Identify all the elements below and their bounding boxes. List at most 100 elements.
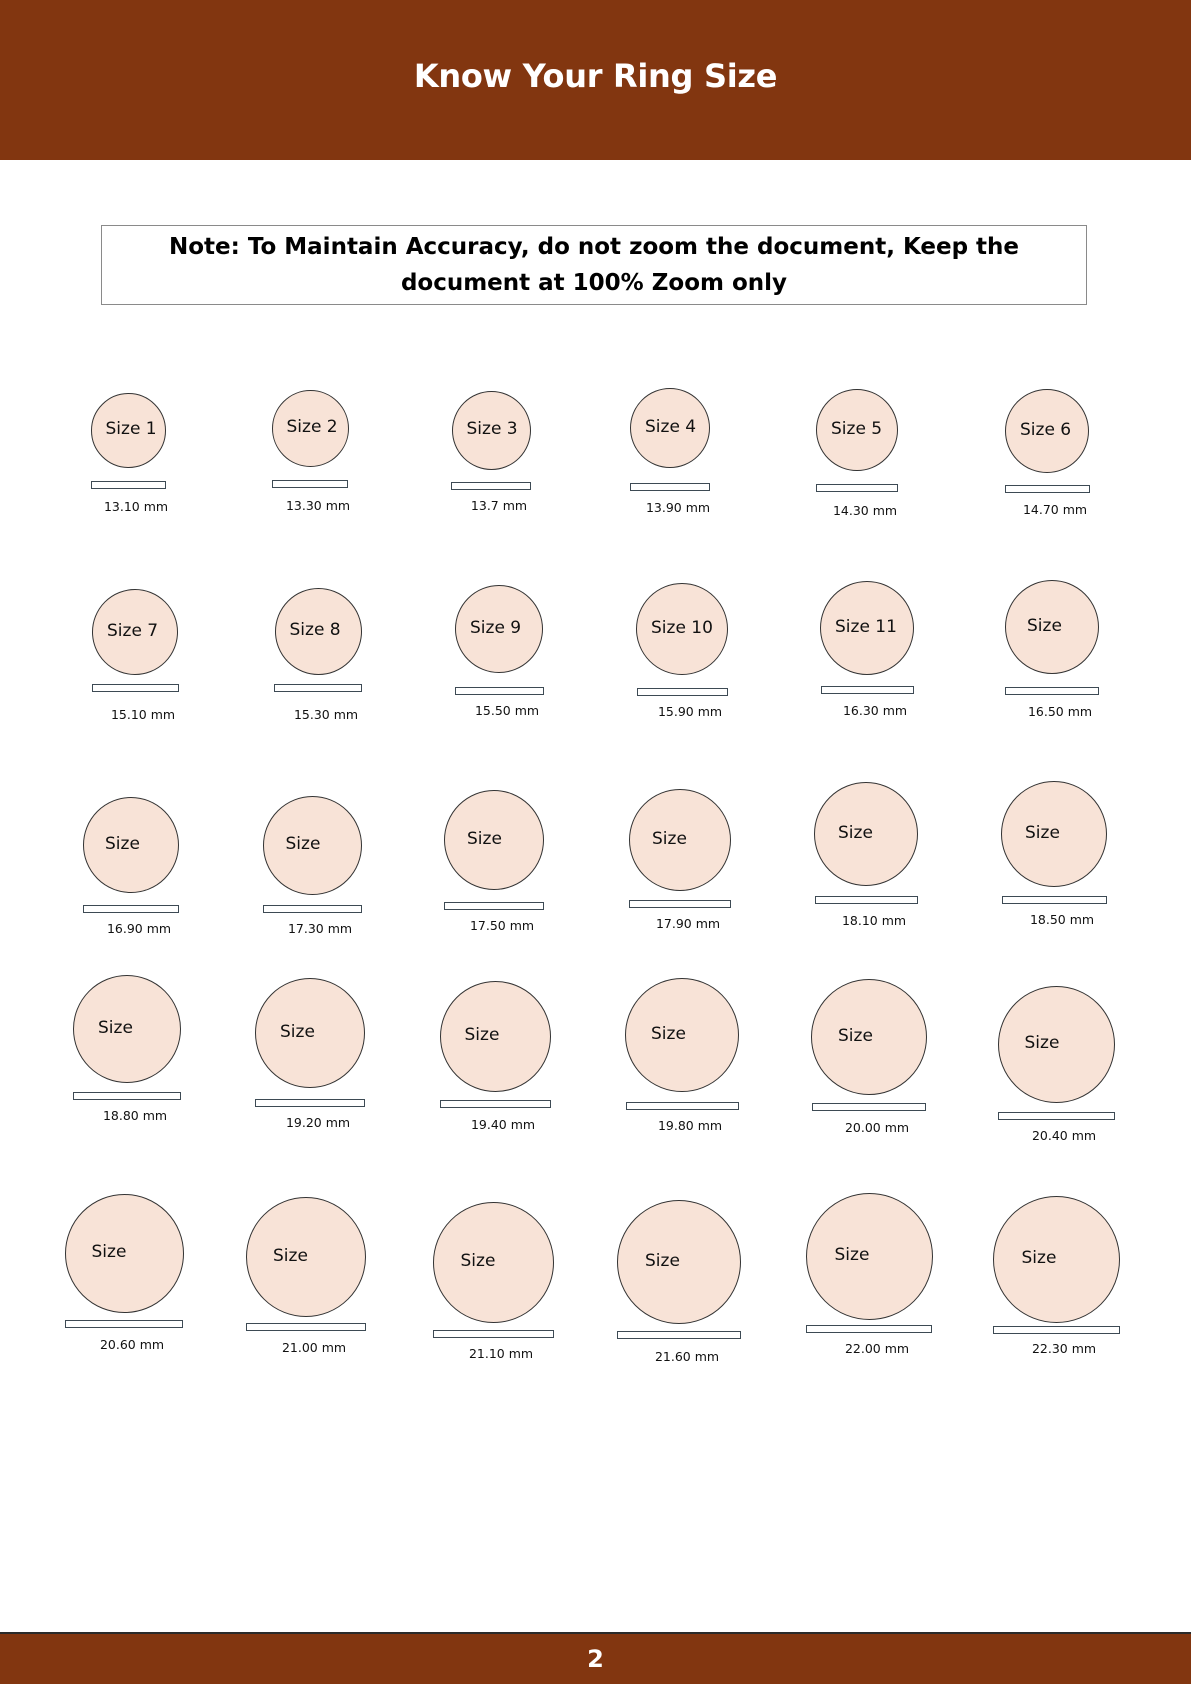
ring-diameter-bar bbox=[274, 684, 362, 692]
ring-size-label: Size 3 bbox=[466, 419, 518, 439]
ring-size-label: Size 2 bbox=[286, 417, 338, 437]
ring-circle: Size bbox=[64, 1193, 184, 1313]
ring-diameter-bar bbox=[454, 687, 544, 695]
ring-diameter-bar bbox=[629, 900, 731, 908]
ring-size-label: Size bbox=[105, 834, 140, 854]
ring-circle: Size 1 bbox=[90, 392, 166, 468]
ring-diameter-mm: 18.50 mm bbox=[1029, 912, 1095, 927]
ring-size-label: Size bbox=[652, 829, 687, 849]
ring-diameter-bar bbox=[812, 1103, 926, 1111]
ring-diameter-mm: 17.50 mm bbox=[469, 918, 535, 933]
ring-diameter-bar bbox=[625, 1102, 739, 1110]
ring-size-label: Size bbox=[838, 1026, 873, 1046]
ring-diameter-bar bbox=[83, 905, 179, 913]
ring-circle: Size bbox=[246, 1197, 366, 1317]
ring-diameter-mm: 15.30 mm bbox=[293, 707, 359, 722]
ring-diameter-bar bbox=[451, 482, 531, 490]
page-number: 2 bbox=[587, 1645, 604, 1673]
zoom-note: Note: To Maintain Accuracy, do not zoom … bbox=[101, 225, 1087, 305]
ring-circle: Size 9 bbox=[455, 585, 543, 673]
ring-diameter-mm: 20.40 mm bbox=[1031, 1128, 1097, 1143]
ring-size-label: Size 5 bbox=[831, 419, 883, 439]
ring-circle: Size bbox=[83, 797, 179, 893]
ring-size-label: Size bbox=[1027, 616, 1062, 636]
ring-size-label: Size bbox=[91, 1242, 127, 1262]
ring-circle: Size 5 bbox=[816, 389, 898, 471]
ring-diameter-mm: 18.80 mm bbox=[102, 1108, 168, 1123]
ring-circle: Size 3 bbox=[451, 390, 531, 470]
ring-circle: Size 7 bbox=[92, 589, 178, 675]
ring-circle: Size bbox=[625, 978, 739, 1092]
ring-size-label: Size 9 bbox=[470, 618, 522, 638]
ring-circle: Size bbox=[997, 985, 1115, 1103]
ring-diameter-bar bbox=[444, 902, 544, 910]
ring-circle: Size 6 bbox=[1005, 389, 1089, 473]
ring-circle: Size bbox=[432, 1201, 554, 1323]
ring-diameter-mm: 16.50 mm bbox=[1027, 704, 1093, 719]
ring-diameter-bar bbox=[814, 896, 918, 904]
ring-diameter-mm: 15.90 mm bbox=[657, 704, 723, 719]
ring-size-label: Size bbox=[651, 1024, 686, 1044]
ring-diameter-mm: 19.80 mm bbox=[657, 1118, 723, 1133]
ring-size-label: Size 6 bbox=[1020, 420, 1072, 440]
ring-diameter-bar bbox=[820, 686, 914, 694]
ring-diameter-mm: 13.10 mm bbox=[103, 499, 169, 514]
zoom-note-text: Note: To Maintain Accuracy, do not zoom … bbox=[168, 234, 1020, 296]
ring-size-label: Size bbox=[98, 1018, 133, 1038]
ring-size-label: Size bbox=[460, 1251, 496, 1271]
ring-diameter-bar bbox=[255, 1099, 365, 1107]
ring-size-label: Size bbox=[645, 1251, 680, 1271]
ring-diameter-mm: 15.10 mm bbox=[110, 707, 176, 722]
ring-diameter-mm: 21.60 mm bbox=[654, 1349, 720, 1364]
ring-size-label: Size bbox=[1024, 1033, 1060, 1053]
ring-diameter-bar bbox=[65, 1320, 183, 1328]
ring-circle: Size bbox=[617, 1200, 741, 1324]
ring-diameter-mm: 15.50 mm bbox=[474, 703, 540, 718]
ring-size-label: Size bbox=[467, 829, 502, 849]
ring-size-label: Size bbox=[838, 823, 873, 843]
ring-diameter-bar bbox=[636, 688, 728, 696]
ring-circle: Size bbox=[1005, 580, 1099, 674]
ring-diameter-bar bbox=[630, 483, 710, 491]
ring-size-label: Size 8 bbox=[289, 620, 341, 640]
ring-diameter-bar bbox=[1005, 687, 1099, 695]
ring-size-label: Size 4 bbox=[645, 417, 697, 437]
ring-diameter-mm: 13.7 mm bbox=[470, 498, 528, 513]
ring-diameter-mm: 13.30 mm bbox=[285, 498, 351, 513]
ring-circle: Size 10 bbox=[636, 583, 728, 675]
ring-diameter-bar bbox=[91, 684, 179, 692]
ring-diameter-bar bbox=[1004, 485, 1090, 493]
page-title: Know Your Ring Size bbox=[413, 57, 778, 95]
ring-size-label: Size bbox=[280, 1022, 315, 1042]
ring-diameter-bar bbox=[262, 905, 362, 913]
ring-diameter-bar bbox=[246, 1323, 366, 1331]
ring-circle: Size 11 bbox=[820, 581, 914, 675]
ring-diameter-bar bbox=[617, 1331, 741, 1339]
ring-diameter-mm: 16.90 mm bbox=[106, 921, 172, 936]
ring-size-label: Size 11 bbox=[835, 617, 897, 637]
ring-diameter-bar bbox=[73, 1092, 181, 1100]
ring-diameter-mm: 21.00 mm bbox=[281, 1340, 347, 1355]
ring-diameter-mm: 22.30 mm bbox=[1031, 1341, 1097, 1356]
ring-size-label: Size 10 bbox=[651, 618, 713, 638]
ring-diameter-bar bbox=[992, 1326, 1120, 1334]
ring-diameter-mm: 19.20 mm bbox=[285, 1115, 351, 1130]
ring-circle: Size bbox=[262, 795, 362, 895]
ring-diameter-bar bbox=[997, 1112, 1115, 1120]
ring-diameter-bar bbox=[439, 1100, 551, 1108]
ring-size-label: Size bbox=[834, 1245, 870, 1265]
ring-circle: Size bbox=[444, 790, 544, 890]
ring-diameter-bar bbox=[816, 484, 898, 492]
ring-size-label: Size bbox=[1021, 1248, 1057, 1268]
ring-circle: Size bbox=[439, 980, 551, 1092]
ring-diameter-mm: 13.90 mm bbox=[645, 500, 711, 515]
ring-diameter-mm: 17.90 mm bbox=[655, 916, 721, 931]
ring-diameter-mm: 14.30 mm bbox=[832, 503, 898, 518]
ring-size-label: Size 7 bbox=[107, 621, 159, 641]
ring-circle: Size bbox=[805, 1192, 933, 1320]
ring-diameter-bar bbox=[272, 480, 348, 488]
ring-size-label: Size bbox=[285, 834, 321, 854]
ring-circle: Size 4 bbox=[630, 388, 710, 468]
ring-diameter-mm: 20.00 mm bbox=[844, 1120, 910, 1135]
